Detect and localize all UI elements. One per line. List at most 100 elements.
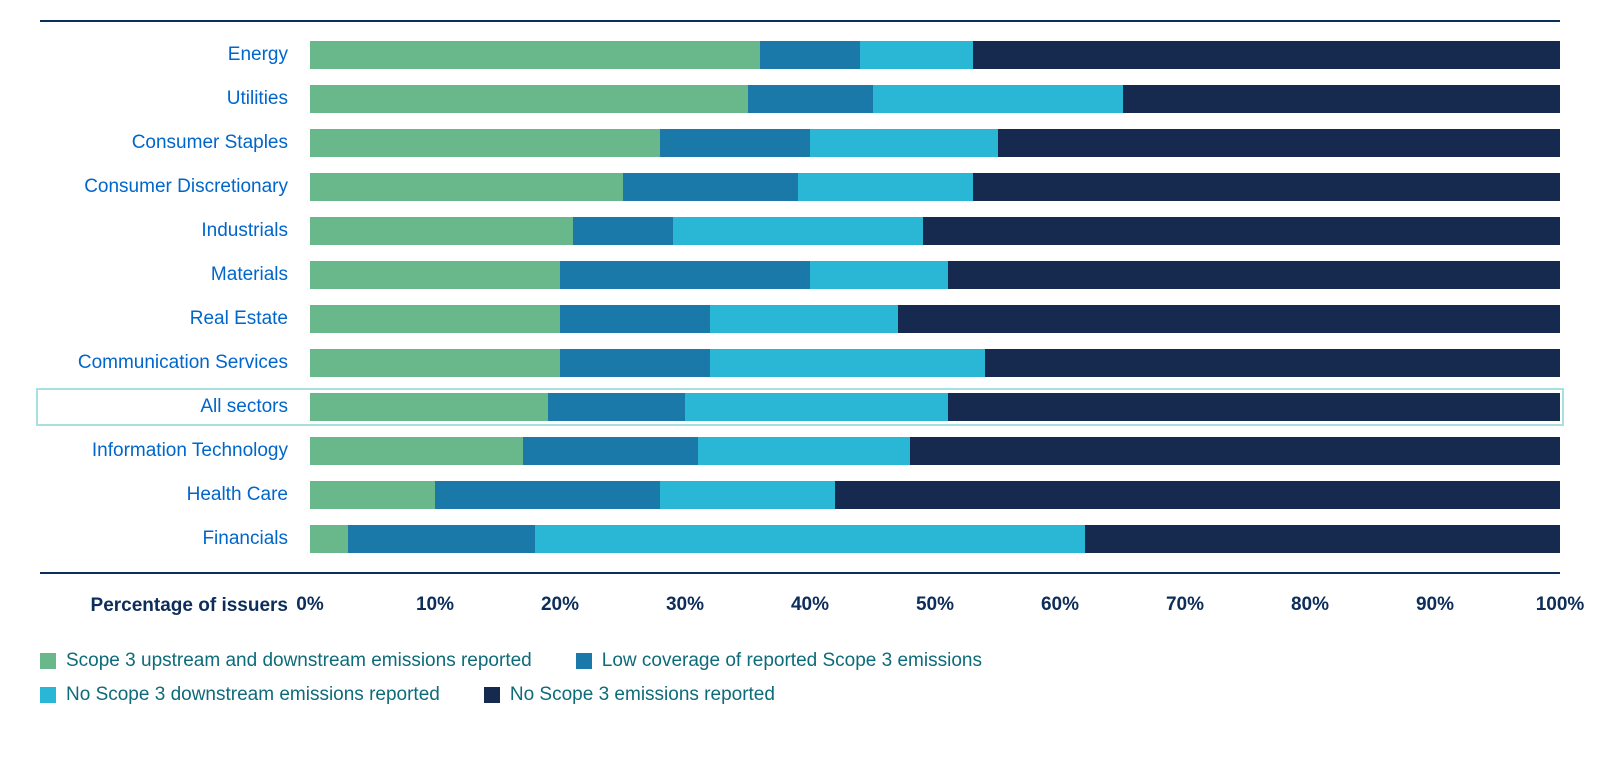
- stacked-bar: [310, 41, 1560, 69]
- x-axis-tick: 50%: [916, 594, 954, 616]
- category-label: Utilities: [40, 88, 310, 110]
- bar-segment: [910, 437, 1560, 465]
- bar-segment: [310, 525, 348, 553]
- legend-label: No Scope 3 downstream emissions reported: [66, 684, 440, 706]
- bar-segment: [310, 481, 435, 509]
- bar-segment: [973, 173, 1561, 201]
- stacked-bar: [310, 349, 1560, 377]
- x-axis-tick: 60%: [1041, 594, 1079, 616]
- bar-segment: [435, 481, 660, 509]
- bar-segment: [310, 349, 560, 377]
- bar-segment: [348, 525, 536, 553]
- stacked-bar: [310, 525, 1560, 553]
- category-label: Industrials: [40, 220, 310, 242]
- bar-row: Health Care: [40, 480, 1560, 510]
- legend-swatch: [576, 653, 592, 669]
- bar-segment: [310, 261, 560, 289]
- stacked-bar: [310, 129, 1560, 157]
- legend-item: No Scope 3 downstream emissions reported: [40, 684, 440, 706]
- bar-row: Energy: [40, 40, 1560, 70]
- legend: Scope 3 upstream and downstream emission…: [40, 650, 1140, 706]
- x-axis-tick: 20%: [541, 594, 579, 616]
- stacked-bar: [310, 437, 1560, 465]
- x-axis-tick: 80%: [1291, 594, 1329, 616]
- stacked-bar: [310, 393, 1560, 421]
- bar-segment: [660, 129, 810, 157]
- legend-label: No Scope 3 emissions reported: [510, 684, 775, 706]
- legend-item: No Scope 3 emissions reported: [484, 684, 775, 706]
- bar-segment: [798, 173, 973, 201]
- x-axis-label: Percentage of issuers: [40, 595, 310, 617]
- stacked-bar: [310, 305, 1560, 333]
- bar-row: All sectors: [40, 392, 1560, 422]
- bar-segment: [560, 305, 710, 333]
- bar-segment: [685, 393, 948, 421]
- bar-row: Real Estate: [40, 304, 1560, 334]
- bar-segment: [810, 261, 948, 289]
- stacked-bar: [310, 481, 1560, 509]
- x-axis-tick: 0%: [296, 594, 323, 616]
- bar-segment: [835, 481, 1560, 509]
- bar-row: Financials: [40, 524, 1560, 554]
- bar-row: Communication Services: [40, 348, 1560, 378]
- x-axis-tick: 30%: [666, 594, 704, 616]
- x-axis-tick: 70%: [1166, 594, 1204, 616]
- bar-segment: [523, 437, 698, 465]
- bar-row: Utilities: [40, 84, 1560, 114]
- bar-segment: [710, 349, 985, 377]
- bar-segment: [860, 41, 973, 69]
- legend-swatch: [40, 687, 56, 703]
- bar-segment: [698, 437, 911, 465]
- scope3-stacked-bar-chart: Energy Utilities Consumer Staples Consumer …: [40, 20, 1560, 706]
- category-label: Energy: [40, 44, 310, 66]
- bar-segment: [873, 85, 1123, 113]
- bar-segment: [310, 217, 573, 245]
- bar-segment: [310, 173, 623, 201]
- category-label: Materials: [40, 264, 310, 286]
- stacked-bar: [310, 261, 1560, 289]
- bar-row: Consumer Discretionary: [40, 172, 1560, 202]
- x-axis-tick: 10%: [416, 594, 454, 616]
- bar-segment: [948, 393, 1561, 421]
- category-label: Communication Services: [40, 352, 310, 374]
- bar-segment: [548, 393, 686, 421]
- category-label: Consumer Staples: [40, 132, 310, 154]
- bar-segment: [748, 85, 873, 113]
- bar-segment: [310, 305, 560, 333]
- category-label: Real Estate: [40, 308, 310, 330]
- bar-segment: [710, 305, 898, 333]
- category-label: Consumer Discretionary: [40, 176, 310, 198]
- category-label: Financials: [40, 528, 310, 550]
- bar-segment: [673, 217, 923, 245]
- bar-segment: [310, 437, 523, 465]
- bar-segment: [898, 305, 1561, 333]
- stacked-bar: [310, 217, 1560, 245]
- bar-row: Industrials: [40, 216, 1560, 246]
- bar-segment: [623, 173, 798, 201]
- bar-segment: [810, 129, 998, 157]
- legend-item: Scope 3 upstream and downstream emission…: [40, 650, 532, 672]
- bar-segment: [660, 481, 835, 509]
- bar-segment: [560, 349, 710, 377]
- legend-item: Low coverage of reported Scope 3 emissio…: [576, 650, 982, 672]
- legend-label: Low coverage of reported Scope 3 emissio…: [602, 650, 982, 672]
- x-axis-ticks: 0%10%20%30%40%50%60%70%80%90%100%: [310, 594, 1560, 618]
- legend-swatch: [484, 687, 500, 703]
- bar-row: Consumer Staples: [40, 128, 1560, 158]
- bar-segment: [535, 525, 1085, 553]
- x-axis-tick: 90%: [1416, 594, 1454, 616]
- bar-segment: [310, 129, 660, 157]
- category-label: Health Care: [40, 484, 310, 506]
- bar-segment: [998, 129, 1561, 157]
- category-label: Information Technology: [40, 440, 310, 462]
- bar-segment: [310, 41, 760, 69]
- stacked-bar: [310, 173, 1560, 201]
- bar-rows-container: Energy Utilities Consumer Staples Consumer …: [40, 40, 1560, 554]
- bar-segment: [760, 41, 860, 69]
- bar-row: Materials: [40, 260, 1560, 290]
- category-label: All sectors: [40, 396, 310, 418]
- x-axis-tick: 100%: [1536, 594, 1585, 616]
- bar-segment: [1123, 85, 1561, 113]
- bar-segment: [1085, 525, 1560, 553]
- x-axis-tick: 40%: [791, 594, 829, 616]
